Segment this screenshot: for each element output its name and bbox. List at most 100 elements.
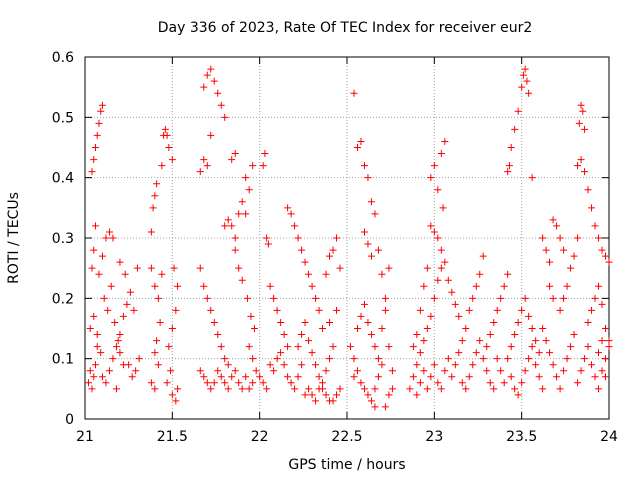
data-point bbox=[574, 234, 582, 242]
data-point bbox=[231, 234, 239, 242]
data-point bbox=[249, 355, 257, 363]
data-point bbox=[605, 258, 613, 266]
data-point bbox=[284, 204, 292, 212]
data-point bbox=[287, 379, 295, 387]
data-point bbox=[504, 355, 512, 363]
data-point bbox=[458, 379, 466, 387]
data-point bbox=[287, 210, 295, 218]
data-point bbox=[93, 131, 101, 139]
x-tick-label: 23.5 bbox=[506, 429, 537, 445]
data-point bbox=[130, 306, 138, 314]
data-point bbox=[235, 379, 243, 387]
data-point bbox=[319, 325, 327, 332]
data-point bbox=[242, 210, 250, 218]
data-point bbox=[298, 331, 306, 339]
data-point bbox=[91, 144, 99, 151]
data-point bbox=[249, 379, 257, 387]
data-point bbox=[151, 349, 159, 357]
data-point bbox=[261, 150, 269, 158]
data-point bbox=[298, 246, 306, 254]
data-point bbox=[97, 107, 105, 115]
data-point bbox=[483, 343, 491, 351]
data-point bbox=[153, 337, 161, 345]
x-tick-label: 22.5 bbox=[331, 429, 362, 445]
data-point bbox=[528, 343, 536, 351]
data-point bbox=[444, 355, 452, 363]
data-point bbox=[242, 174, 250, 182]
data-point bbox=[200, 156, 208, 164]
data-point bbox=[444, 276, 452, 284]
data-point bbox=[111, 318, 119, 326]
data-point bbox=[97, 349, 105, 357]
data-point bbox=[277, 349, 285, 357]
data-point bbox=[203, 294, 211, 302]
data-point bbox=[584, 186, 592, 194]
data-point bbox=[518, 306, 526, 314]
data-point bbox=[595, 385, 603, 393]
data-point bbox=[123, 300, 131, 308]
data-point bbox=[584, 343, 592, 351]
data-point bbox=[168, 325, 176, 332]
data-point bbox=[371, 210, 379, 218]
data-point bbox=[264, 240, 272, 248]
data-point bbox=[497, 367, 505, 375]
data-point bbox=[172, 397, 180, 405]
data-point bbox=[221, 113, 229, 121]
data-point bbox=[360, 300, 368, 308]
data-point bbox=[243, 294, 251, 302]
data-point bbox=[161, 125, 169, 133]
data-point bbox=[528, 325, 536, 332]
data-point bbox=[312, 397, 320, 405]
data-point bbox=[588, 361, 596, 369]
data-point bbox=[214, 331, 222, 339]
data-point bbox=[581, 125, 589, 133]
data-point bbox=[420, 337, 428, 345]
data-point bbox=[427, 312, 435, 320]
data-point bbox=[151, 192, 159, 200]
data-point bbox=[174, 385, 182, 393]
data-point bbox=[525, 89, 533, 97]
data-point bbox=[427, 373, 435, 381]
data-point bbox=[280, 361, 288, 369]
data-point bbox=[591, 294, 599, 302]
chart-title: Day 336 of 2023, Rate Of TEC Index for r… bbox=[158, 20, 533, 36]
data-point bbox=[549, 294, 557, 302]
data-point bbox=[88, 168, 96, 176]
data-point bbox=[535, 349, 543, 357]
data-point bbox=[91, 222, 99, 230]
data-point bbox=[360, 162, 368, 170]
data-point bbox=[207, 306, 215, 314]
data-point bbox=[353, 325, 361, 332]
data-point bbox=[228, 222, 236, 230]
data-point bbox=[521, 65, 529, 73]
data-point bbox=[574, 379, 582, 387]
data-point bbox=[605, 343, 613, 351]
data-point bbox=[214, 367, 222, 375]
data-point bbox=[109, 355, 117, 363]
data-point bbox=[577, 367, 585, 375]
data-point bbox=[119, 312, 127, 320]
y-tick-label: 0.2 bbox=[52, 291, 74, 307]
data-point bbox=[514, 318, 522, 326]
data-point bbox=[319, 379, 327, 387]
data-point bbox=[308, 391, 316, 399]
data-point bbox=[91, 361, 99, 369]
data-point bbox=[549, 361, 557, 369]
data-point bbox=[581, 355, 589, 363]
data-point bbox=[532, 337, 540, 345]
data-point bbox=[448, 288, 456, 296]
data-point bbox=[525, 312, 533, 320]
data-point bbox=[207, 65, 215, 73]
data-point bbox=[546, 282, 554, 290]
data-point bbox=[385, 264, 393, 272]
data-point bbox=[504, 168, 512, 176]
data-point bbox=[434, 186, 442, 194]
data-point bbox=[357, 379, 365, 387]
data-point bbox=[149, 204, 157, 212]
data-point bbox=[518, 83, 526, 91]
data-point bbox=[388, 385, 396, 393]
data-point bbox=[556, 306, 564, 314]
data-point bbox=[556, 385, 564, 393]
data-point bbox=[514, 391, 522, 399]
data-point bbox=[291, 385, 299, 393]
